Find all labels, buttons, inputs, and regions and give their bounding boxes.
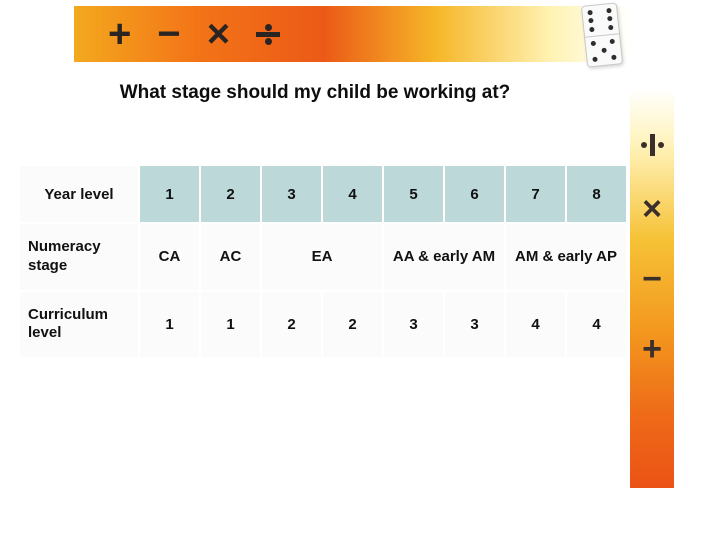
header-label: Year level <box>19 165 139 223</box>
divide-icon <box>256 24 280 45</box>
table-row: Numeracy stage CA AC EA AA & early AM AM… <box>19 223 627 291</box>
page: + − × × − + What stage should my child b… <box>0 0 720 540</box>
top-banner: + − × <box>74 6 630 62</box>
page-title: What stage should my child be working at… <box>0 82 630 104</box>
right-banner: × − + <box>630 88 674 488</box>
row-label: Numeracy stage <box>19 223 139 291</box>
domino-icon <box>581 2 623 67</box>
cell: 4 <box>505 291 566 359</box>
year-col: 1 <box>139 165 200 223</box>
minus-icon: − <box>157 12 180 57</box>
cell: CA <box>139 223 200 291</box>
minus-icon: − <box>642 262 662 296</box>
cell: 2 <box>322 291 383 359</box>
year-col: 7 <box>505 165 566 223</box>
cell: 4 <box>566 291 627 359</box>
cell: 3 <box>444 291 505 359</box>
plus-icon: + <box>108 12 131 57</box>
divide-icon <box>641 134 664 156</box>
year-col: 8 <box>566 165 627 223</box>
year-col: 6 <box>444 165 505 223</box>
cell: 1 <box>139 291 200 359</box>
table-header-row: Year level 1 2 3 4 5 6 7 8 <box>19 165 627 223</box>
year-col: 5 <box>383 165 444 223</box>
cell: 2 <box>261 291 322 359</box>
cell: AM & early AP <box>505 223 627 291</box>
times-icon: × <box>642 192 662 226</box>
math-symbols-row: + − × <box>74 12 280 57</box>
cell: AA & early AM <box>383 223 505 291</box>
table-row: Curriculum level 1 1 2 2 3 3 4 4 <box>19 291 627 359</box>
table: Year level 1 2 3 4 5 6 7 8 Numeracy stag… <box>18 164 628 359</box>
year-col: 4 <box>322 165 383 223</box>
year-col: 2 <box>200 165 261 223</box>
cell: 3 <box>383 291 444 359</box>
times-icon: × <box>207 12 230 57</box>
cell: EA <box>261 223 383 291</box>
year-col: 3 <box>261 165 322 223</box>
row-label: Curriculum level <box>19 291 139 359</box>
stage-table: Year level 1 2 3 4 5 6 7 8 Numeracy stag… <box>18 164 626 359</box>
cell: 1 <box>200 291 261 359</box>
cell: AC <box>200 223 261 291</box>
plus-icon: + <box>642 332 662 366</box>
